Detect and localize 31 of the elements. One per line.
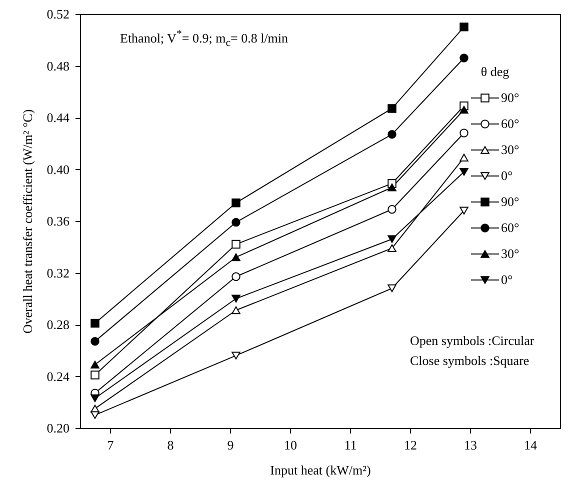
x-tick-label: 7 [107, 438, 114, 452]
legend-label: 30° [501, 142, 520, 157]
y-axis-title: Overall heat transfer coefficient (W/m² °C) [20, 109, 35, 334]
y-tick-label: 0.48 [46, 58, 70, 74]
x-tick-label: 9 [227, 438, 234, 452]
y-tick-label: 0.52 [46, 6, 70, 22]
y-tick-label: 0.24 [46, 368, 70, 384]
annotation: Ethanol; V$^{*}$= 0.9; m$_{c}$= 0.8 l/min [120, 28, 288, 49]
legend-label: 30° [501, 246, 520, 261]
legend-label: 90° [501, 194, 520, 209]
x-tick-label: 14 [524, 438, 538, 452]
x-tick-label: 8 [167, 438, 174, 452]
legend-label: 60° [501, 116, 520, 131]
x-tick-label: 11 [344, 438, 357, 452]
y-tick-label: 0.28 [46, 317, 70, 332]
legend-title: θ deg [480, 64, 510, 79]
annotation: Open symbols :Circular [410, 333, 534, 349]
x-tick-label: 13 [464, 438, 477, 452]
y-tick-label: 0.20 [46, 420, 70, 436]
y-tick-label: 0.36 [46, 214, 70, 228]
legend-label: 60° [501, 220, 520, 235]
legend-label: 0° [501, 168, 513, 183]
annotation: Close symbols :Square [410, 353, 530, 369]
x-axis-title: Input heat (kW/m²) [270, 462, 371, 478]
y-tick-label: 0.40 [46, 162, 70, 177]
legend-label: 90° [501, 90, 520, 105]
legend-label: 0° [501, 272, 513, 287]
x-tick-label: 12 [404, 438, 417, 452]
x-tick-label: 10 [284, 438, 297, 452]
y-tick-label: 0.32 [46, 265, 70, 280]
y-tick-label: 0.44 [46, 110, 70, 125]
